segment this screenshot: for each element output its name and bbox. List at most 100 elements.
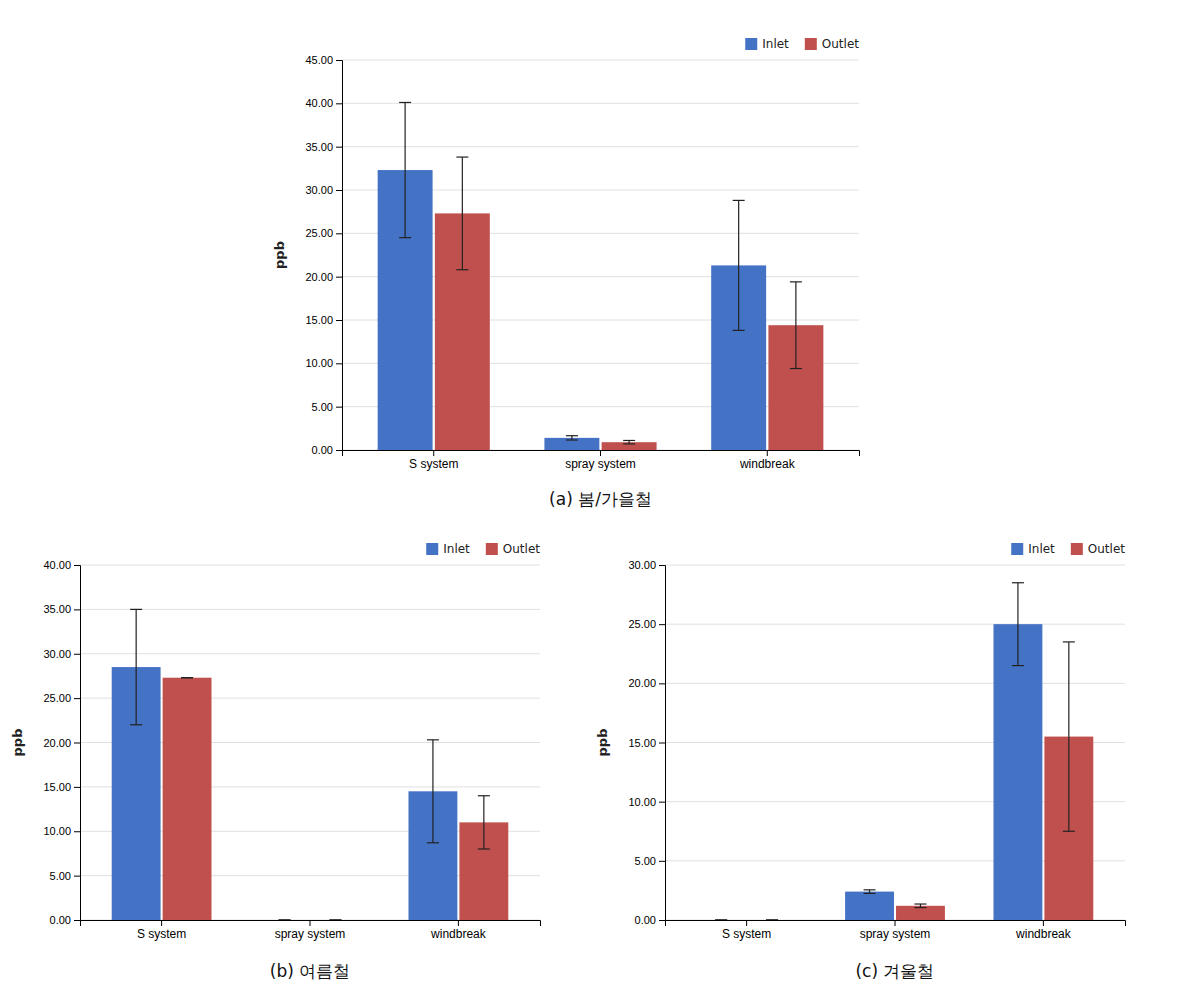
chart: S systemspray systemwindbreak0.005.0010.… [272,37,860,510]
error-cap [399,237,411,238]
tick-mark [74,787,80,788]
error-cap [864,893,876,894]
error-bars [181,678,490,920]
axis-line [659,566,666,921]
tick: windbreak [739,450,796,471]
tick-mark [600,450,601,456]
chart: S systemspray systemwindbreak0.005.0010.… [10,542,541,982]
tick-label: windbreak [739,457,796,471]
tick: 15.00 [43,781,80,793]
tick: 25.00 [628,618,665,630]
legend-label: Outlet [822,37,859,51]
error-cap [329,919,341,920]
legend-label: Inlet [762,37,789,51]
tick: S system [722,920,771,941]
plot-area [112,609,509,920]
tick: 5.00 [50,870,80,882]
tick-mark [336,190,342,191]
tick-label: 15.00 [305,314,333,326]
tick-label: spray system [275,927,346,941]
error-cap [427,739,439,740]
grid-line [342,103,859,104]
tick: S system [409,450,458,471]
tick-mark [336,233,342,234]
error-cap [790,281,802,282]
bar [260,920,309,921]
tick-label: 10.00 [43,825,71,837]
series [845,624,1042,920]
tick-mark [659,743,665,744]
chart: S systemspray systemwindbreak0.005.0010.… [595,542,1126,982]
tick-mark [74,743,80,744]
tick-label: 15.00 [628,737,656,749]
tick-label: 10.00 [305,357,333,369]
error-cap [1012,665,1024,666]
error-bar [405,102,406,237]
legend-item: Outlet [486,542,540,556]
error-cap [914,903,926,904]
tick: S system [137,920,186,941]
tick-label: spray system [565,457,636,471]
plot-area [378,102,824,450]
error-bar [795,282,796,369]
tick-label: 30.00 [43,648,71,660]
y-axis-title: ppb [595,729,610,757]
tick: 10.00 [43,825,80,837]
tick: 10.00 [305,357,342,369]
tick-mark [336,450,342,451]
tick-label: 30.00 [305,184,333,196]
error-cap [914,907,926,908]
axis-line [336,61,343,451]
tick-mark [659,920,665,921]
error-cap [329,919,341,920]
error-cap [1012,582,1024,583]
error-cap [181,677,193,678]
tick-label: 5.00 [50,870,71,882]
error-bar [462,157,463,270]
tick-label: 40.00 [43,559,71,571]
legend-swatch [426,543,438,555]
tick-label: spray system [860,927,931,941]
grid-line [665,683,1125,684]
tick: 5.00 [312,401,342,413]
x-axis: S system spray system windbreak [343,450,860,471]
error-cap [766,919,778,920]
tick-label: 20.00 [628,677,656,689]
tick-label: 25.00 [305,227,333,239]
tick-label: windbreak [430,927,487,941]
tick: 25.00 [43,692,80,704]
series [163,678,509,920]
tick-label: 45.00 [305,54,333,66]
tick: 15.00 [305,314,342,326]
legend-item: Inlet [1011,542,1055,556]
tick-mark [74,920,80,921]
tick-mark [659,624,665,625]
tick-mark [433,450,434,456]
axis-line [343,451,860,457]
error-cap [427,842,439,843]
tick-mark [1043,920,1044,926]
legend-item: Inlet [745,37,789,51]
error-bar [1017,583,1018,666]
chart-title: (c) 겨울철 [855,961,934,981]
error-cap [279,919,291,920]
error-bars [715,583,1024,920]
error-cap [1063,641,1075,642]
tick-mark [74,876,80,877]
legend-label: Outlet [1088,542,1125,556]
tick-mark [767,450,768,456]
tick-mark [336,363,342,364]
tick: 45.00 [305,54,342,66]
tick: 40.00 [305,97,342,109]
tick: windbreak [1015,920,1072,941]
tick-label: 25.00 [628,618,656,630]
error-bar [738,200,739,330]
error-cap [864,889,876,890]
bar [544,438,599,450]
tick-mark [310,920,311,926]
chart-title: (b) 여름철 [270,961,350,981]
series [896,737,1093,920]
tick-label: 35.00 [43,603,71,615]
bar [993,624,1042,920]
tick-mark [74,654,80,655]
